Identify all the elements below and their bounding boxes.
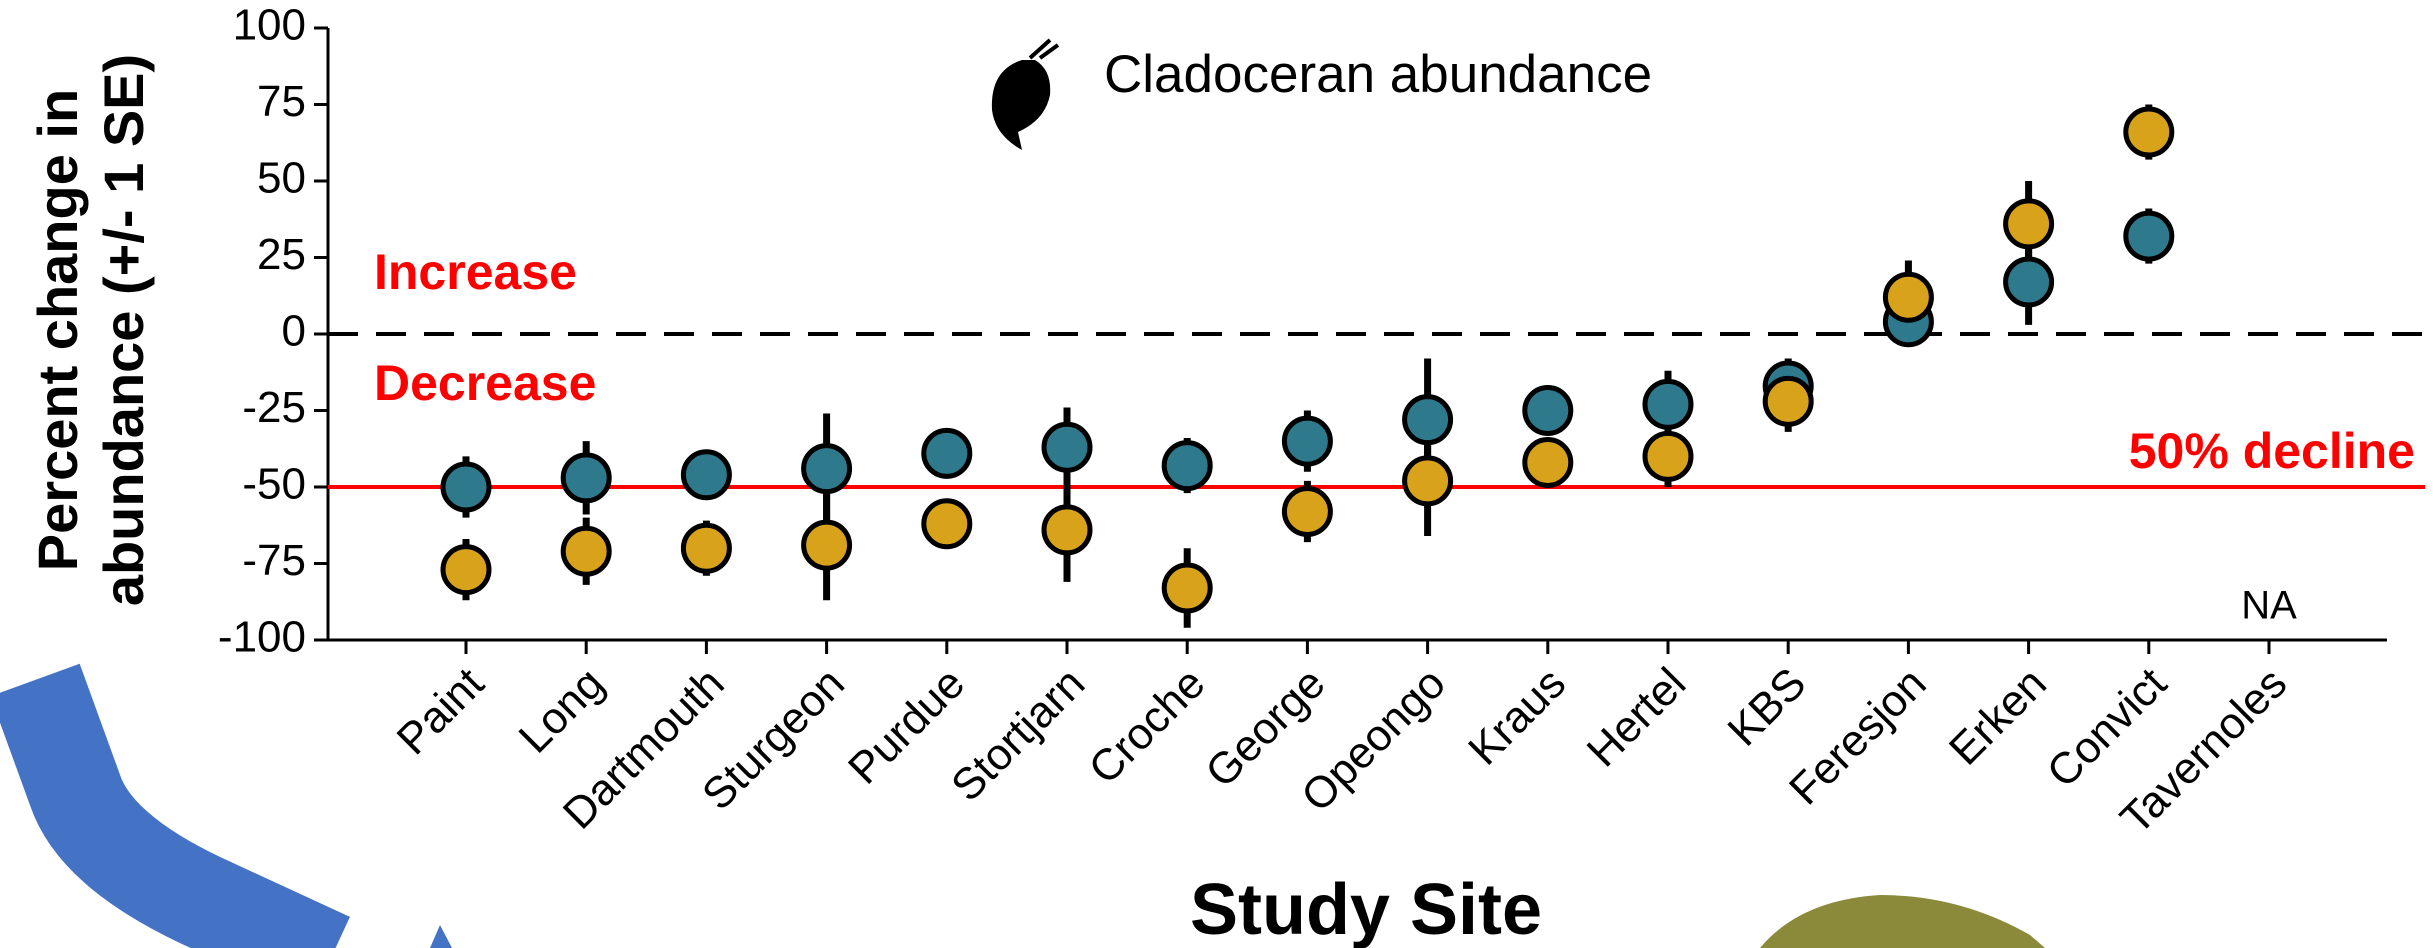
point bbox=[921, 498, 973, 550]
point bbox=[1041, 504, 1093, 556]
point bbox=[440, 461, 492, 513]
decor-fish bbox=[1760, 895, 2045, 948]
x-tick-label: Kraus bbox=[1459, 659, 1575, 775]
y-tick-label: 25 bbox=[257, 230, 306, 279]
point bbox=[1642, 378, 1694, 430]
na-label: NA bbox=[2241, 584, 2297, 628]
point bbox=[2123, 106, 2175, 158]
point bbox=[680, 449, 732, 501]
reference-label: 50% decline bbox=[2129, 423, 2415, 479]
x-tick-label: Croche bbox=[1080, 659, 1215, 794]
daphnia-icon bbox=[991, 38, 1060, 150]
decrease-label: Decrease bbox=[374, 355, 596, 411]
x-tick-label: Long bbox=[510, 659, 614, 763]
point bbox=[921, 427, 973, 479]
point bbox=[440, 544, 492, 596]
point bbox=[1281, 485, 1333, 537]
point bbox=[1402, 394, 1454, 446]
point bbox=[680, 522, 732, 574]
point bbox=[2003, 198, 2055, 250]
y-tick-label: 100 bbox=[233, 1, 306, 50]
point bbox=[1161, 440, 1213, 492]
y-axis-label: Percent change in bbox=[26, 89, 89, 571]
x-tick-label: KBS bbox=[1719, 659, 1816, 756]
chart-title: Cladoceran abundance bbox=[1104, 45, 1652, 104]
point bbox=[560, 452, 612, 504]
decor-triangle bbox=[430, 925, 452, 948]
x-axis-label: Study Site bbox=[1190, 870, 1542, 948]
point bbox=[1522, 437, 1574, 489]
decor-arrow bbox=[0, 663, 350, 948]
y-tick-label: 0 bbox=[282, 307, 306, 356]
y-tick-label: -25 bbox=[242, 383, 306, 432]
y-tick-label: -50 bbox=[242, 460, 306, 509]
x-tick-label: Stortjarn bbox=[942, 659, 1094, 811]
point bbox=[1642, 430, 1694, 482]
x-tick-label: Hertel bbox=[1578, 659, 1696, 777]
point bbox=[801, 519, 853, 571]
point bbox=[560, 525, 612, 577]
y-tick-label: -100 bbox=[218, 613, 306, 662]
x-tick-label: Paint bbox=[388, 659, 494, 765]
increase-label: Increase bbox=[374, 244, 577, 300]
point bbox=[2123, 210, 2175, 262]
point bbox=[1762, 375, 1814, 427]
point bbox=[1161, 562, 1213, 614]
x-tick-label: Erken bbox=[1940, 659, 2056, 775]
y-tick-label: -75 bbox=[242, 536, 306, 585]
y-axis-label: abundance (+/- 1 SE) bbox=[92, 54, 155, 606]
y-tick-label: 75 bbox=[257, 77, 306, 126]
point bbox=[1041, 421, 1093, 473]
point bbox=[1522, 385, 1574, 436]
point bbox=[1882, 271, 1934, 323]
point bbox=[801, 443, 853, 495]
point bbox=[1402, 455, 1454, 507]
y-tick-label: 50 bbox=[257, 154, 306, 203]
point bbox=[1281, 415, 1333, 467]
point bbox=[2003, 256, 2055, 308]
